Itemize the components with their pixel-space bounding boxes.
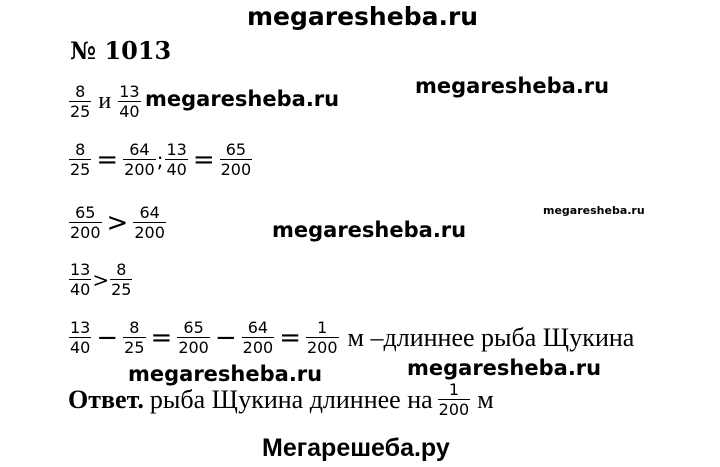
denominator: 200 (437, 399, 471, 419)
denominator: 200 (177, 337, 210, 357)
fraction: 64 200 (133, 203, 166, 242)
equals-sign: = (192, 144, 215, 175)
fraction: 13 40 (69, 318, 92, 357)
fraction: 13 40 (69, 260, 92, 299)
line-comparison-1: 65 200 > 64 200 (68, 203, 167, 242)
conjunction: и (98, 88, 112, 114)
greater-sign: > (92, 267, 110, 292)
denominator: 25 (110, 279, 133, 299)
numerator: 1 (317, 318, 328, 337)
watermark: megaresheba.ru (272, 218, 467, 242)
watermark: megaresheba.ru (407, 356, 602, 380)
answer-text: рыба Щукина длиннее на (149, 384, 433, 414)
fraction: 64 200 (241, 318, 275, 357)
numerator: 64 (129, 140, 150, 159)
numerator: 8 (75, 82, 86, 101)
greater-sign: > (106, 207, 129, 238)
footer-watermark: Мегарешеба.ру (262, 434, 450, 462)
fraction: 65 200 (219, 140, 253, 179)
watermark: megaresheba.ru (415, 74, 610, 98)
line-fractions-given: 8 25 и 13 40 (68, 82, 142, 121)
denominator: 40 (69, 279, 92, 299)
equals-sign: = (150, 322, 173, 353)
denominator: 200 (219, 159, 253, 179)
numerator: 65 (75, 203, 96, 222)
denominator: 200 (241, 337, 275, 357)
numerator: 1 (448, 380, 460, 399)
numerator: 13 (119, 82, 140, 101)
denominator: 40 (165, 159, 188, 179)
minus-sign: − (96, 322, 119, 353)
separator: ; (156, 147, 164, 172)
fraction: 1 200 (306, 318, 339, 357)
denominator: 25 (123, 337, 146, 357)
denominator: 40 (118, 101, 141, 121)
denominator: 25 (69, 159, 92, 179)
numerator: 64 (139, 203, 160, 222)
equals-sign: = (279, 322, 301, 353)
watermark-top: megaresheba.ru (247, 2, 479, 31)
numerator: 13 (70, 260, 91, 279)
fraction: 65 200 (177, 318, 210, 357)
denominator: 40 (69, 337, 92, 357)
watermark: megaresheba.ru (128, 362, 323, 386)
line-difference: 13 40 − 8 25 = 65 200 − 64 200 = 1 200 м –дли… (68, 318, 634, 357)
fraction: 8 25 (110, 260, 133, 299)
denominator: 25 (69, 101, 92, 121)
equals-sign: = (96, 144, 119, 175)
denominator: 200 (133, 222, 166, 242)
fraction: 8 25 (69, 140, 92, 179)
fraction: 65 200 (69, 203, 102, 242)
task-number: № 1013 (70, 36, 172, 65)
fraction: 1 200 (437, 380, 471, 419)
denominator: 200 (306, 337, 339, 357)
fraction: 8 25 (123, 318, 146, 357)
numerator: 64 (247, 318, 269, 337)
denominator: 200 (69, 222, 102, 242)
fraction: 13 40 (165, 140, 188, 179)
minus-sign: − (214, 322, 237, 353)
fraction: 8 25 (69, 82, 92, 121)
numerator: 8 (129, 318, 140, 337)
watermark: megaresheba.ru (145, 87, 340, 111)
answer-label: Ответ. (68, 384, 144, 414)
denominator: 200 (123, 159, 156, 179)
difference-explanation: м –длиннее рыба Щукина (347, 322, 635, 352)
line-common-denominator: 8 25 = 64 200 ; 13 40 = 65 200 (68, 140, 253, 179)
fraction: 13 40 (118, 82, 141, 121)
numerator: 13 (166, 140, 187, 159)
answer-line: Ответ. рыба Щукина длиннее на 1 200 м (68, 380, 498, 419)
numerator: 65 (183, 318, 204, 337)
answer-unit: м (477, 384, 494, 414)
numerator: 8 (75, 140, 86, 159)
line-comparison-2: 13 40 > 8 25 (68, 260, 133, 299)
numerator: 65 (225, 140, 247, 159)
numerator: 13 (70, 318, 91, 337)
numerator: 8 (116, 260, 127, 279)
watermark-small: megaresheba.ru (543, 204, 645, 217)
fraction: 64 200 (123, 140, 156, 179)
